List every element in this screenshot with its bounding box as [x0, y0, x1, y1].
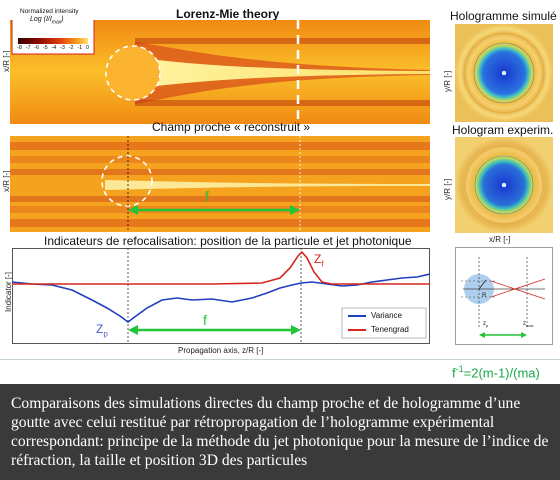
- simulated-hologram: [455, 24, 553, 122]
- zp-label: Zp: [96, 322, 108, 339]
- caption-text: Comparaisons des simulations directes du…: [11, 395, 549, 469]
- schematic-zmax-label: zmax: [523, 321, 534, 329]
- sim-hologram-ylabel: y/R [-]: [443, 70, 452, 92]
- exp-hologram-ylabel: y/R [-]: [443, 178, 452, 200]
- top-panel-title: Lorenz-Mie theory: [176, 7, 280, 21]
- focal-length-formula: f-1=2(m-1)/(ma): [452, 364, 540, 381]
- reconstructed-field-plot: [10, 136, 430, 232]
- legend-variance-label: Variance: [371, 311, 402, 320]
- colorbar-box: [11, 20, 95, 55]
- experimental-hologram: [455, 137, 553, 233]
- droplet-outline: [105, 45, 161, 101]
- colorbar-ticks: -8 -7 -6 -5 -4 -3 -2 -1 0: [17, 45, 89, 51]
- schematic-r-label: R: [482, 293, 487, 299]
- legend-tenengrad-label: Tenengrad: [371, 325, 409, 334]
- zf-label: Zf: [314, 252, 324, 269]
- sim-hologram-title: Hologramme simulé: [450, 9, 557, 23]
- colorbar-subtitle: Log (I/Imax): [30, 16, 64, 26]
- bottom-panel-xlabel: Propagation axis, z/R [-]: [178, 346, 264, 355]
- middle-panel-title: Champ proche « reconstruit »: [152, 120, 311, 134]
- photonic-jet-schematic: [455, 247, 553, 345]
- indicator-arrow-label: f: [203, 312, 207, 328]
- indicator-plot: [12, 248, 430, 344]
- colorbar-title: Normalized intensity: [20, 8, 79, 15]
- middle-arrow-label: f: [205, 188, 209, 204]
- reconstructed-droplet-outline: [101, 155, 153, 207]
- mie-field-plot: [10, 20, 430, 124]
- reconstructed-jet: [105, 180, 430, 190]
- schematic-zp-label: zp: [483, 321, 489, 329]
- bottom-panel-title: Indicateurs de refocalisation: position …: [44, 234, 412, 248]
- separator-line: [0, 359, 560, 360]
- tenengrad-curve: [12, 250, 430, 285]
- hologram-xlabel: x/R [-]: [489, 235, 511, 244]
- caption-background: [0, 384, 560, 480]
- mie-photonic-jet: [140, 58, 430, 88]
- colorbar-gradient: [18, 38, 88, 44]
- exp-hologram-title: Hologram experim.: [452, 123, 554, 137]
- legend-box: [341, 307, 427, 339]
